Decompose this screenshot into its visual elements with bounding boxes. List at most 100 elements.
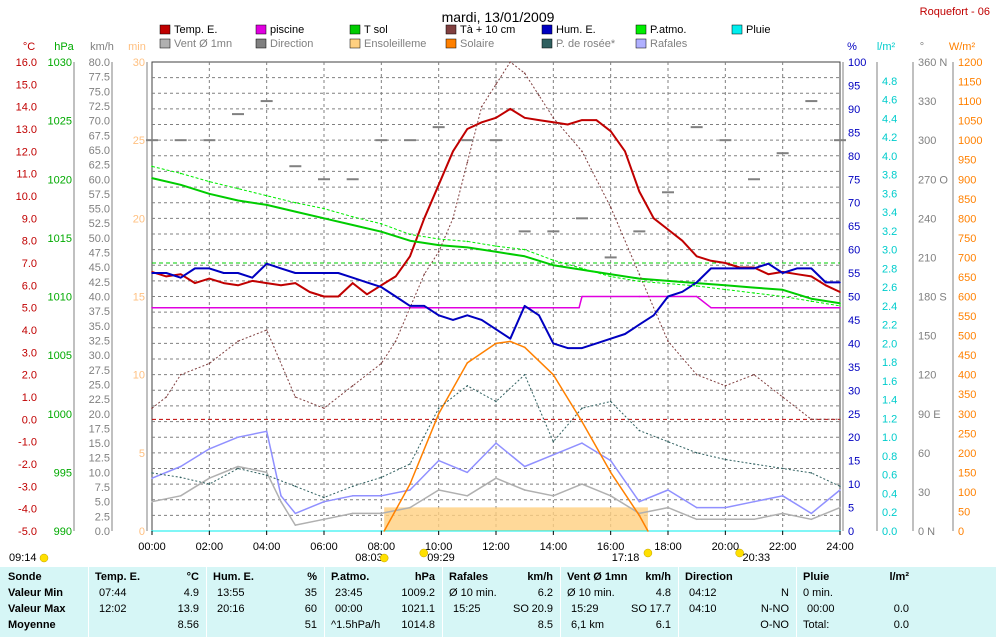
stats-wind: Vent Ø 1mn km/h Ø 10 min. 4.8 15:29 SO 1… xyxy=(560,567,679,637)
data-point xyxy=(495,245,497,247)
data-point xyxy=(466,161,469,164)
pluie-unit: l/m² xyxy=(889,571,909,583)
sun-start-time: 09:29 xyxy=(427,552,455,564)
legend-label-t-10-cm: Tà + 10 cm xyxy=(460,24,515,36)
y-tick-label: 330 xyxy=(918,96,936,108)
data-point xyxy=(323,518,325,521)
data-point xyxy=(466,362,469,364)
y-tick-label: 1.0 xyxy=(882,432,897,444)
data-point xyxy=(695,373,698,376)
data-point xyxy=(810,518,813,521)
data-point xyxy=(308,291,311,293)
y-tick-label: 0.4 xyxy=(882,488,897,500)
data-point xyxy=(753,286,755,289)
data-point xyxy=(523,346,526,349)
hum-unit: % xyxy=(307,571,317,583)
data-point xyxy=(466,314,469,317)
data-point xyxy=(609,206,612,208)
data-point xyxy=(409,463,411,465)
data-point xyxy=(265,262,268,265)
data-point xyxy=(323,207,325,210)
data-point xyxy=(509,337,512,340)
y-tick-label: 80 xyxy=(848,151,860,163)
stats-table: Sonde Valeur Min Valeur Max Moyenne Temp… xyxy=(0,567,996,637)
y-tick-label: 450 xyxy=(958,350,976,362)
data-point xyxy=(265,282,268,284)
data-point xyxy=(351,385,354,387)
legend-swatch-temp-e xyxy=(159,24,171,35)
y-axis-rain-lm2: 4.8 4.6 4.4 4.2 4.0 3.8 3.6 3.4 3.2 3.0 2.8 2.6 2.4 2… xyxy=(876,62,897,538)
data-point xyxy=(781,467,784,470)
data-point xyxy=(323,295,325,298)
data-point xyxy=(495,477,497,480)
vent-unit: km/h xyxy=(645,571,671,583)
data-point xyxy=(437,412,440,415)
y-axis-pressure-hpa: 1030 1025 1020 1015 1010 1005 1000 995 990 xyxy=(48,57,75,538)
y-tick-label: 850 xyxy=(958,194,976,206)
legend-label-piscine: piscine xyxy=(270,24,304,36)
data-point xyxy=(523,117,526,119)
data-point xyxy=(796,273,798,275)
y-tick-label: 3.2 xyxy=(882,226,897,238)
data-point xyxy=(695,255,698,258)
vent-avg: 6.1 xyxy=(655,619,671,631)
legend-swatch-direction xyxy=(255,38,267,49)
data-point xyxy=(351,512,354,515)
series-hum-e xyxy=(151,262,841,350)
data-point xyxy=(581,407,583,409)
legend-item-t-sol: T sol xyxy=(349,24,388,36)
direction-r2-time: 04:10 xyxy=(689,603,717,615)
chart-title: mardi, 13/01/2009 xyxy=(442,9,555,25)
data-point xyxy=(495,117,497,119)
data-point xyxy=(394,340,397,342)
vent-max: 17.7 xyxy=(649,603,671,615)
data-point xyxy=(552,117,555,119)
data-point xyxy=(695,295,698,298)
pluie-title: Pluie xyxy=(803,571,830,583)
data-point xyxy=(265,329,268,331)
data-point xyxy=(237,272,239,274)
data-point xyxy=(609,471,612,474)
data-point xyxy=(810,512,813,515)
data-point xyxy=(294,210,297,213)
grid xyxy=(151,61,841,532)
stats-rain: Pluie l/m² 0 min. 00:00 0.0 Total: 0.0 xyxy=(796,567,917,637)
data-point xyxy=(480,319,483,321)
legend-item-pluie: Pluie xyxy=(731,24,770,36)
y-tick-label: 1050 xyxy=(958,116,982,128)
data-point xyxy=(466,240,469,243)
y-tick-label: 90 xyxy=(848,104,860,116)
legend-label-p-de-ros-e: P. de rosée* xyxy=(556,38,616,50)
data-point xyxy=(552,453,555,456)
data-point xyxy=(237,340,239,342)
data-point xyxy=(495,251,497,253)
y-tick-label: 5 xyxy=(848,503,854,515)
y-tick-label: 14.0 xyxy=(16,102,37,114)
y-tick-label: 60 xyxy=(918,448,930,460)
data-point xyxy=(294,272,297,274)
data-point xyxy=(437,407,440,409)
data-point xyxy=(179,273,182,275)
y-axis-wind-kmh: 80.0 77.5 75.0 72.5 70.0 67.5 65.0 62.5 60.0 57.5… xyxy=(89,57,113,538)
y-tick-label: 4.0 xyxy=(22,325,37,337)
data-point xyxy=(523,72,526,74)
data-point xyxy=(265,430,268,433)
data-point xyxy=(753,267,755,270)
sunshine-bar xyxy=(384,507,648,531)
data-point xyxy=(652,314,655,317)
x-tick-label: 06:00 xyxy=(310,541,338,553)
axis-unit-wind-kmh: km/h xyxy=(90,41,114,53)
data-point xyxy=(208,277,211,280)
x-tick-label: 04:00 xyxy=(253,541,281,553)
data-point xyxy=(437,314,440,317)
data-point xyxy=(265,474,268,476)
direction-avg: O-NO xyxy=(760,619,789,631)
data-point xyxy=(466,128,469,130)
y-tick-label: 2.0 xyxy=(882,338,897,350)
y-axis-direction-deg: 360 N 330 300 270 O 240 210 180 S 150 120 90 E 60 3… xyxy=(912,57,948,538)
y-tick-label: 25.0 xyxy=(89,379,110,391)
data-point xyxy=(151,306,153,309)
y-tick-label: 70.0 xyxy=(89,116,110,128)
data-point xyxy=(194,282,196,284)
y-tick-label: 360 N xyxy=(918,57,947,69)
